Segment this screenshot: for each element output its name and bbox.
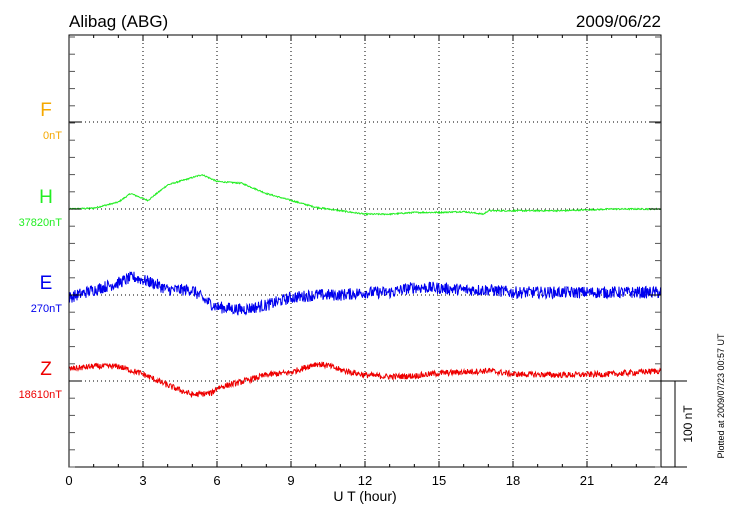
series-layer — [68, 174, 662, 398]
series-baseline-z: 18610nT — [19, 389, 63, 401]
x-tick-label: 6 — [213, 473, 220, 488]
x-tick-label: 21 — [580, 473, 594, 488]
x-tick-label: 0 — [65, 473, 72, 488]
chart-title: Alibag (ABG) — [69, 12, 168, 31]
series-name-h: H — [39, 187, 53, 208]
x-tick-label: 15 — [432, 473, 446, 488]
x-tick-label: 18 — [506, 473, 520, 488]
series-name-e: E — [40, 273, 53, 294]
series-line-z — [68, 361, 662, 398]
series-baseline-e: 270nT — [31, 303, 62, 315]
x-tick-label: 9 — [287, 473, 294, 488]
series-line-e — [68, 271, 662, 316]
x-tick-label: 3 — [139, 473, 146, 488]
grid — [69, 35, 661, 467]
axis-ticks — [68, 35, 662, 468]
scale-bar: 100 nT — [661, 380, 695, 468]
chart-date: 2009/06/22 — [576, 12, 661, 31]
series-name-f: F — [40, 100, 52, 121]
x-tick-label: 24 — [654, 473, 668, 488]
series-baseline-f: 0nT — [43, 130, 62, 142]
x-axis-label: U T (hour) — [333, 488, 396, 504]
series-line-h — [68, 174, 662, 217]
x-tick-label: 12 — [358, 473, 372, 488]
series-name-z: Z — [40, 359, 52, 380]
scale-bar-label: 100 nT — [681, 405, 695, 443]
plotted-at-footer: Plotted at 2009/07/23 00:57 UT — [716, 333, 726, 459]
series-baseline-h: 37820nT — [19, 217, 63, 229]
series-labels: 0 3 6 9 12 15 18 21 24 F 0nT H 37820nT E 270nT Z 18610nT — [19, 100, 669, 488]
